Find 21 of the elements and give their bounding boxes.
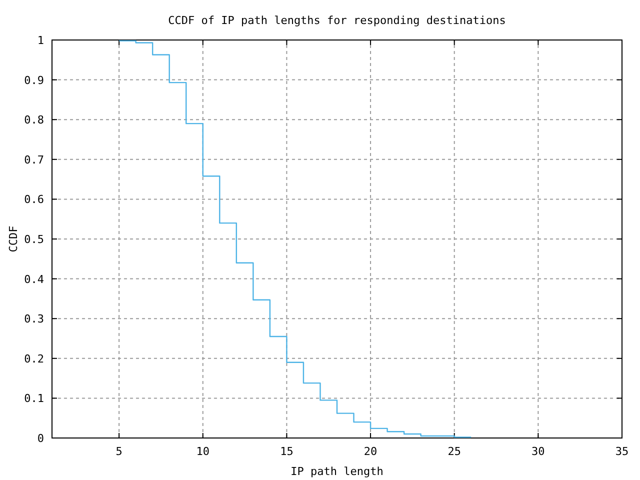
- y-tick-label: 0: [37, 432, 44, 445]
- x-tick-label: 35: [615, 445, 629, 458]
- x-tick-label: 10: [196, 445, 210, 458]
- y-tick-label: 0.7: [24, 153, 44, 166]
- x-tick-label: 15: [280, 445, 294, 458]
- y-tick-label: 1: [37, 34, 44, 47]
- y-tick-label: 0.2: [24, 352, 44, 366]
- y-tick-label: 0.4: [24, 272, 44, 286]
- y-tick-label: 0.3: [24, 312, 44, 326]
- x-tick-label: 30: [532, 445, 545, 458]
- x-axis-title: IP path length: [290, 465, 384, 478]
- chart-title: CCDF of IP path lengths for responding destinations: [168, 14, 506, 27]
- x-tick-label: 25: [448, 445, 461, 458]
- y-tick-label: 0.6: [24, 193, 44, 206]
- x-tick-label: 20: [364, 445, 378, 458]
- y-tick-label: 0.1: [24, 392, 44, 406]
- y-tick-label: 0.8: [24, 114, 44, 127]
- y-tick-label: 0.5: [24, 233, 44, 246]
- y-axis-title: CCDF: [7, 226, 20, 252]
- y-tick-label: 0.9: [24, 74, 44, 87]
- x-tick-label: 5: [116, 445, 122, 458]
